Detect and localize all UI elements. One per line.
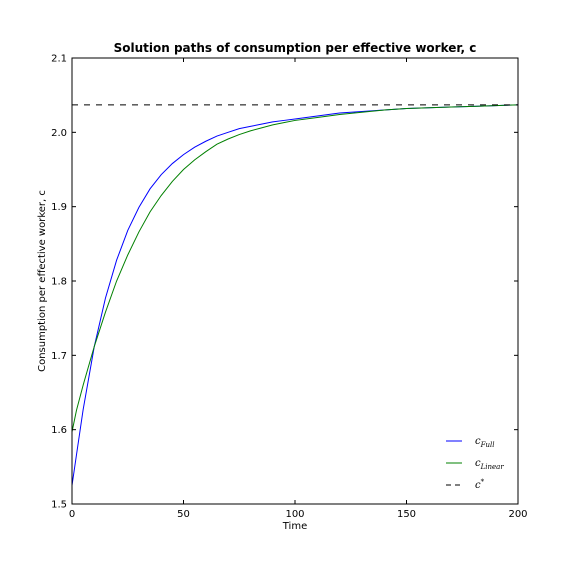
legend-label-0: cFull [475,436,494,449]
series-line-0 [72,104,518,486]
y-tick-label: 2.1 [51,54,67,65]
x-tick-label: 100 [285,509,304,520]
legend: cFull cLinear c* [446,436,504,491]
plot-layer [72,104,518,486]
x-tick-label: 200 [508,509,527,520]
y-tick-label: 1.5 [51,500,67,511]
x-axis-label: Time [282,521,307,532]
x-tick-label: 0 [69,509,75,520]
y-tick-label: 1.8 [51,277,67,288]
legend-label-1: cLinear [475,458,504,471]
y-tick-label: 1.7 [51,351,67,362]
chart-title: Solution paths of consumption per effect… [114,41,477,55]
plot-frame [71,57,519,505]
y-tick-label: 1.9 [51,202,67,213]
y-tick-label: 1.6 [51,425,67,436]
ticks-layer: 0 50 100 150 200 1.5 1.6 1.7 1.8 1.9 2.0 2.1 [51,54,527,521]
y-tick-label: 2.0 [51,128,67,139]
y-axis-label: Consumption per effective worker, c [37,190,48,372]
series-line-1 [72,104,518,433]
x-tick-label: 50 [177,509,190,520]
legend-label-2: c* [475,478,485,491]
x-tick-label: 150 [397,509,416,520]
